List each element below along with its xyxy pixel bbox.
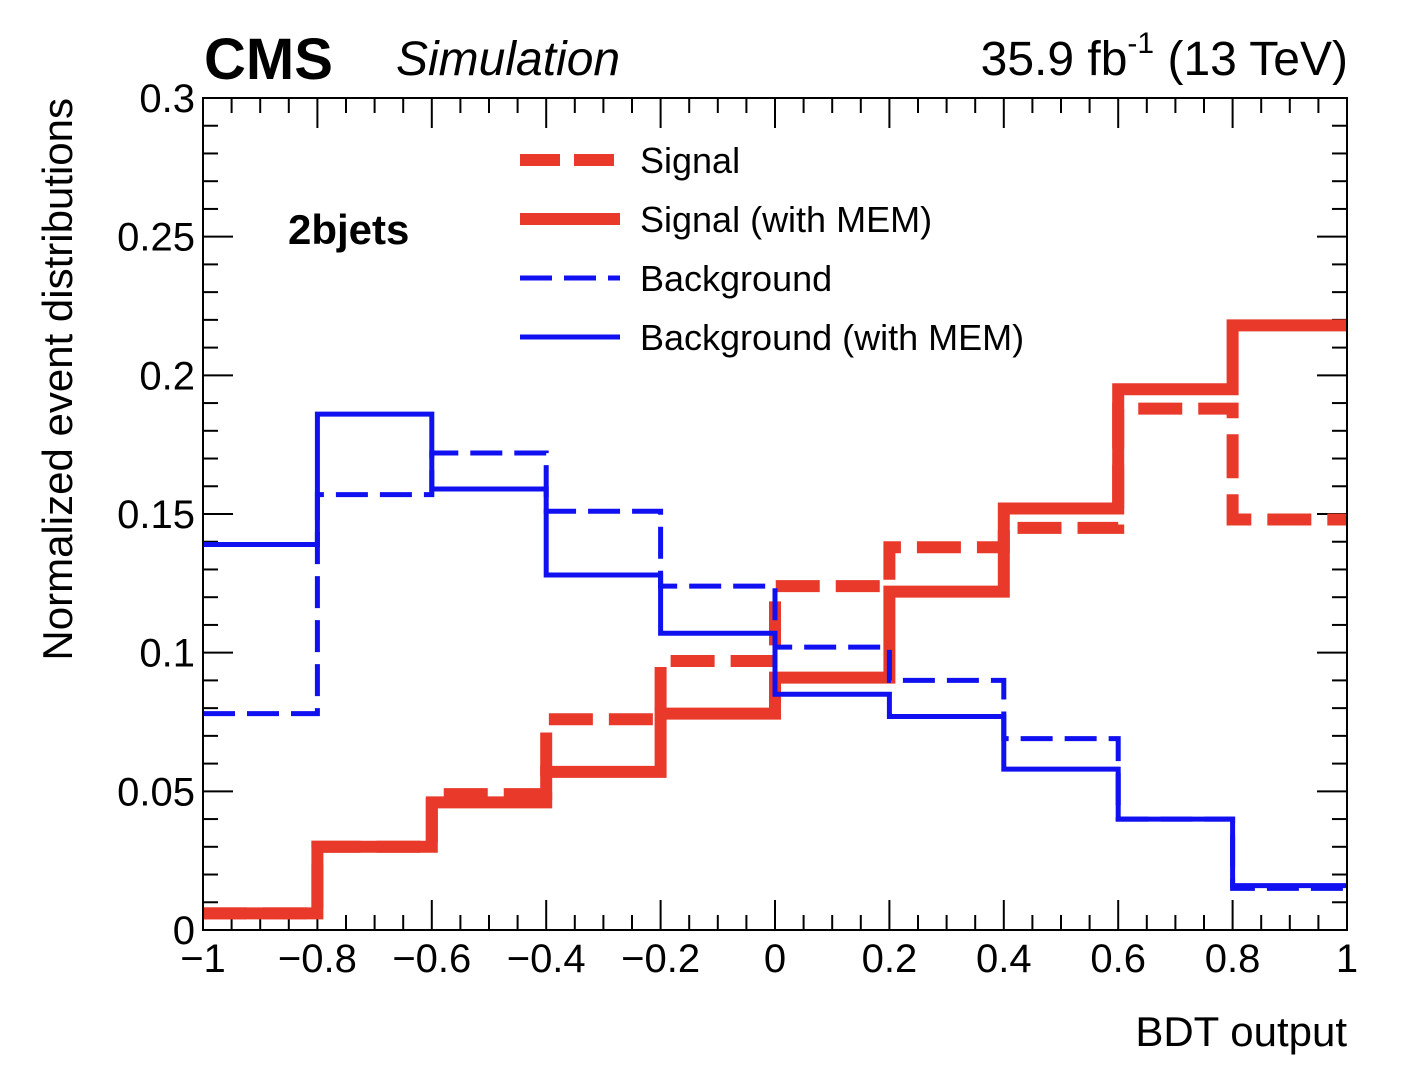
y-tick-label: 0.05 — [117, 770, 195, 814]
x-tick-label: 1 — [1336, 937, 1358, 981]
y-tick-label: 0.25 — [117, 216, 195, 260]
x-tick-label: −0.2 — [621, 937, 700, 981]
y-tick-label: 0 — [173, 909, 195, 953]
luminosity-label: 35.9 fb-1 (13 TeV) — [980, 29, 1348, 87]
x-axis-label: BDT output — [1135, 1008, 1347, 1055]
lumi-exponent: -1 — [1127, 27, 1155, 60]
x-tick-label: −0.4 — [507, 937, 586, 981]
x-tick-label: −1 — [180, 937, 226, 981]
series-layer — [203, 319, 1347, 920]
axis-ticks — [202, 97, 1348, 931]
y-tick-label: 0.1 — [139, 632, 195, 676]
x-tick-label: −0.6 — [392, 937, 471, 981]
x-tick-label: 0.4 — [976, 937, 1032, 981]
y-axis-label: Normalized event distributions — [34, 98, 81, 661]
x-tick-labels: −1 −0.8 −0.6 −0.4 −0.2 0 0.2 0.4 0.6 0.8 1 — [180, 937, 1358, 981]
experiment-label: CMS — [204, 27, 333, 92]
y-tick-label: 0.3 — [139, 77, 195, 121]
x-tick-label: 0.2 — [862, 937, 918, 981]
category-annotation: 2bjets — [288, 206, 409, 253]
y-tick-label: 0.2 — [139, 354, 195, 398]
lumi-value: 35.9 fb — [980, 33, 1128, 86]
x-tick-label: −0.8 — [278, 937, 357, 981]
y-tick-label: 0.15 — [117, 493, 195, 537]
x-tick-label: 0 — [764, 937, 786, 981]
x-tick-label: 0.6 — [1090, 937, 1146, 981]
legend-label-3: Background — [640, 258, 832, 299]
x-tick-label: 0.8 — [1205, 937, 1261, 981]
legend-label-1: Signal — [640, 140, 740, 181]
plot-frame — [202, 97, 1348, 931]
energy-label: (13 TeV) — [1167, 33, 1348, 86]
legend-label-4: Background (with MEM) — [640, 317, 1024, 358]
status-label: Simulation — [396, 33, 621, 86]
series-line-4 — [203, 411, 1347, 889]
legend: Signal Signal (with MEM) Background Backgro… — [520, 140, 1024, 358]
legend-label-2: Signal (with MEM) — [640, 199, 932, 240]
y-tick-labels: 0 0.05 0.1 0.15 0.2 0.25 0.3 — [117, 77, 195, 953]
